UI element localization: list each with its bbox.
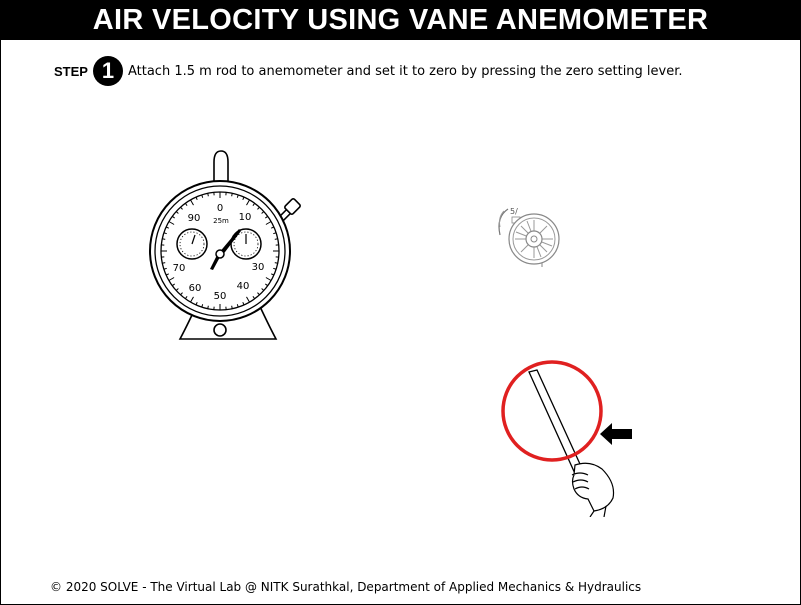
step-text: Attach 1.5 m rod to anemometer and set i…	[127, 63, 683, 79]
dial-tick	[163, 232, 167, 235]
arrow-left-icon	[600, 423, 632, 445]
dial-tick	[265, 215, 269, 219]
dial-tick	[168, 221, 175, 225]
dial-tick	[265, 221, 272, 225]
dial-tick	[168, 277, 175, 281]
dial-tick	[201, 304, 204, 308]
vane-anemometer[interactable]: 5/	[494, 205, 566, 267]
dial-label-30: 30	[252, 262, 265, 273]
dial-tick	[242, 196, 245, 201]
highlight-circle	[501, 360, 603, 462]
extension-rod[interactable]	[528, 369, 586, 479]
dial-tick	[246, 199, 250, 206]
dial-tick	[236, 304, 239, 308]
step-instruction: STEP 1 Attach 1.5 m rod to anemometer an…	[54, 56, 683, 86]
dial-label-50: 50	[214, 291, 227, 302]
dial-tick	[207, 193, 209, 197]
dial-tick	[165, 273, 170, 276]
dial-tick	[261, 211, 265, 214]
step-number-badge: 1	[92, 56, 123, 86]
dial-tick	[236, 194, 239, 198]
dial-tick	[190, 296, 194, 303]
dial-tick	[162, 238, 166, 240]
dial-tick	[273, 232, 277, 235]
footer-credits: © 2020 SOLVE - The Virtual Lab @ NITK Su…	[50, 580, 642, 594]
dial-tick	[231, 305, 233, 309]
rod-assembly	[501, 360, 632, 517]
dial-tick	[207, 305, 209, 309]
stopwatch: 0 10 30 40 50 60 70 90 25m	[149, 150, 301, 340]
dial-tick	[270, 226, 275, 229]
dial-tick	[231, 193, 233, 197]
step-label: STEP	[54, 63, 88, 79]
dial-tick	[184, 296, 188, 300]
dial-tick	[175, 211, 179, 214]
dial-tick	[171, 283, 175, 287]
dial-tick	[257, 206, 260, 210]
dial-tick	[162, 262, 166, 264]
dial-tick	[252, 296, 256, 300]
dial-label-70: 70	[173, 263, 186, 274]
dial-tick	[184, 202, 188, 206]
dial-label-40: 40	[237, 281, 250, 292]
dial-tick	[201, 194, 204, 198]
dial-center-label: 25m	[213, 217, 229, 225]
dial-tick	[261, 288, 265, 291]
dial-label-0: 0	[217, 203, 223, 214]
dial-tick	[175, 288, 179, 291]
dial-tick	[190, 199, 194, 206]
dial-tick	[265, 277, 272, 281]
dial-tick	[242, 301, 245, 306]
dial-tick	[273, 267, 277, 270]
dial-tick	[246, 296, 250, 303]
dial-label-10: 10	[239, 212, 252, 223]
dial-tick	[180, 206, 183, 210]
dial-tick	[165, 226, 170, 229]
dial-tick	[252, 202, 256, 206]
dial-tick	[270, 273, 275, 276]
dial-tick	[195, 301, 198, 306]
hand-illustration	[571, 462, 615, 517]
dial-tick	[257, 292, 260, 296]
dial-tick	[274, 262, 278, 264]
dial-tick	[195, 196, 198, 201]
dial-tick	[171, 215, 175, 219]
anemometer-label: 5/	[510, 207, 518, 216]
dial-tick	[265, 283, 269, 287]
page-title: AIR VELOCITY USING VANE ANEMOMETER	[0, 0, 801, 40]
dial-label-90: 90	[188, 213, 201, 224]
dial-tick	[274, 238, 278, 240]
dial-tick	[180, 292, 183, 296]
dial-tick	[163, 267, 167, 270]
dial-label-60: 60	[189, 283, 202, 294]
